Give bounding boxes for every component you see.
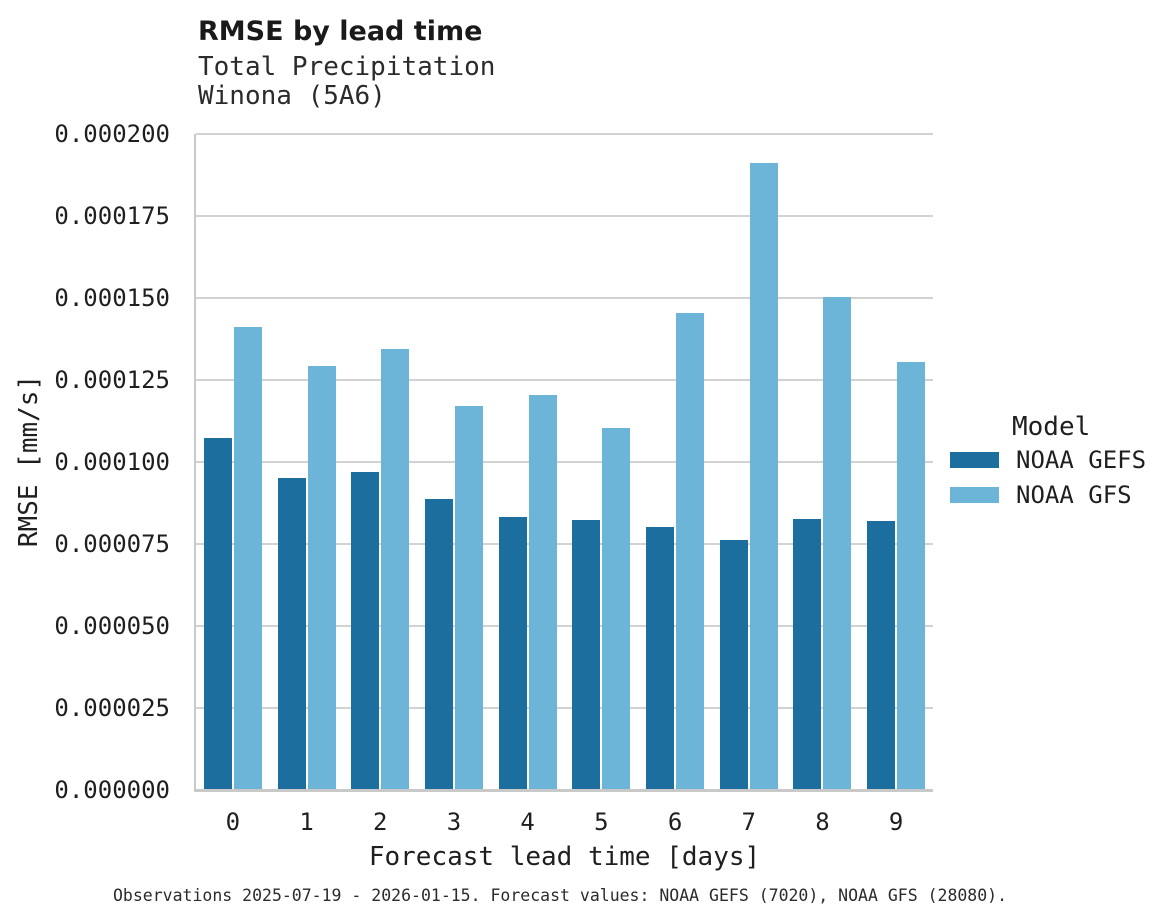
legend-swatch-noaa-gfs — [950, 487, 999, 503]
y-tick-label: 0.000100 — [54, 447, 170, 476]
gridline — [196, 460, 933, 463]
legend-label-noaa-gefs: NOAA GEFS — [1016, 446, 1147, 474]
bar-noaa-gfs-lead-0 — [233, 327, 262, 790]
gridline — [196, 296, 933, 299]
legend-title: Model — [1012, 412, 1091, 442]
bar-noaa-gefs-lead-8 — [793, 518, 822, 790]
bar-noaa-gefs-lead-1 — [277, 478, 306, 790]
x-tick-label: 5 — [594, 808, 609, 836]
x-tick-label: 3 — [446, 808, 462, 836]
bar-noaa-gefs-lead-2 — [351, 472, 380, 790]
y-axis-line — [194, 133, 196, 790]
x-tick-label: 7 — [741, 808, 756, 836]
chart-title: RMSE by lead time — [198, 16, 483, 47]
legend-label-noaa-gfs: NOAA GFS — [1016, 481, 1132, 509]
bar-noaa-gfs-lead-8 — [823, 296, 852, 790]
bar-noaa-gfs-lead-6 — [676, 313, 705, 790]
x-tick-label: 2 — [373, 808, 388, 836]
x-tick-label: 4 — [520, 808, 535, 836]
x-axis-label: Forecast lead time [days] — [368, 842, 761, 872]
y-tick-label: 0.000150 — [54, 283, 170, 312]
y-tick-label: 0.000075 — [54, 529, 170, 558]
x-tick-label: 1 — [299, 808, 314, 836]
gridline — [196, 706, 933, 709]
bar-noaa-gefs-lead-5 — [572, 520, 601, 790]
gridline — [196, 378, 933, 381]
x-tick-label: 9 — [888, 808, 904, 836]
gridline — [196, 132, 933, 135]
x-tick-label: 0 — [225, 808, 241, 836]
bar-noaa-gefs-lead-9 — [867, 520, 896, 790]
x-tick-label: 8 — [815, 808, 830, 836]
y-tick-label: 0.000125 — [54, 365, 170, 394]
y-tick-label: 0.000000 — [54, 776, 170, 804]
gridline — [196, 214, 933, 217]
bar-noaa-gfs-lead-9 — [897, 361, 926, 790]
chart-subtitle-location: Winona (5A6) — [198, 81, 386, 111]
chart-subtitle: Total Precipitation — [198, 52, 496, 82]
bar-noaa-gfs-lead-1 — [307, 365, 336, 790]
legend-swatch-noaa-gefs — [950, 452, 999, 468]
y-tick-label: 0.000175 — [54, 201, 170, 230]
bar-noaa-gfs-lead-4 — [528, 395, 557, 790]
bar-noaa-gfs-lead-3 — [454, 405, 483, 790]
y-tick-label: 0.000200 — [54, 119, 170, 148]
bar-noaa-gefs-lead-0 — [203, 437, 232, 790]
y-tick-label: 0.000050 — [54, 611, 170, 640]
bar-noaa-gefs-lead-6 — [646, 527, 675, 790]
x-axis-line — [194, 789, 933, 792]
gridline — [196, 624, 933, 627]
bar-noaa-gfs-lead-7 — [749, 162, 778, 790]
bar-noaa-gefs-lead-4 — [498, 516, 527, 790]
x-tick-label: 6 — [667, 808, 683, 836]
bar-noaa-gfs-lead-5 — [602, 427, 631, 790]
bar-noaa-gefs-lead-7 — [719, 539, 748, 790]
bar-noaa-gefs-lead-3 — [424, 498, 453, 790]
caption: Observations 2025-07-19 - 2026-01-15. Fo… — [113, 886, 1008, 905]
bar-noaa-gfs-lead-2 — [381, 349, 410, 790]
y-tick-label: 0.000025 — [54, 693, 170, 722]
gridline — [196, 542, 933, 545]
